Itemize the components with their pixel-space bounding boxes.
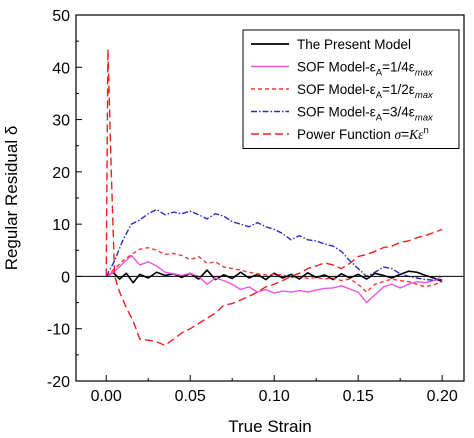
legend-label-2: SOF Model-εA=1/4εmax	[297, 60, 434, 79]
series-line-3	[105, 246, 443, 293]
y-tick-label: 20	[52, 165, 70, 182]
legend-label-1: The Present Model	[297, 37, 411, 52]
x-tick-label: 0.10	[259, 388, 290, 405]
series-layer	[105, 48, 443, 347]
legend-label-5: Power Function σ=Kεn	[297, 125, 429, 142]
legend-label-3: SOF Model-εA=1/2εmax	[297, 82, 434, 101]
y-tick-label: -10	[47, 322, 70, 339]
x-tick-label: 0.20	[427, 388, 458, 405]
x-tick-label: 0.15	[343, 388, 374, 405]
y-tick-label: 30	[52, 113, 70, 130]
x-tick-label: 0.05	[175, 388, 206, 405]
y-tick-label: 50	[52, 8, 70, 25]
series-line-5	[105, 48, 443, 347]
y-axis-title: Regular Residual δ	[2, 126, 21, 271]
y-tick-label: -20	[47, 374, 70, 391]
y-tick-label: 10	[52, 217, 70, 234]
ticks-layer: 0.00 0.05 0.10 0.15 0.20 -20 -10 0 10 20 30 40 50	[47, 8, 458, 405]
y-tick-label: 0	[61, 269, 70, 286]
y-tick-label: 40	[52, 60, 70, 77]
legend: The Present Model SOF Model-εA=1/4εmax SOF…	[242, 29, 460, 149]
x-tick-label: 0.00	[91, 388, 122, 405]
legend-label-4: SOF Model-εA=3/4εmax	[297, 105, 434, 124]
x-axis-title: True Strain	[228, 417, 311, 436]
series-line-2	[105, 254, 443, 304]
series-line-4	[105, 208, 443, 281]
